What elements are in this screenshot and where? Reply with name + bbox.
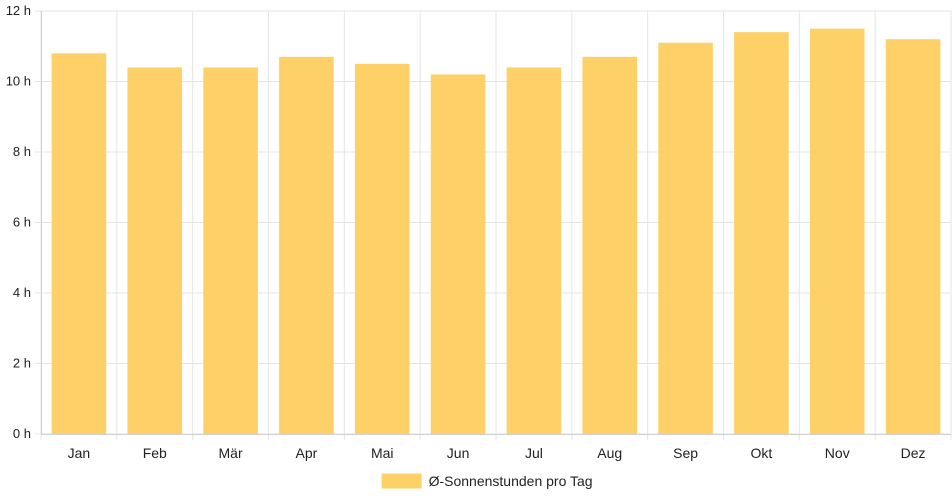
x-category-label: Mai [371,445,394,461]
legend[interactable]: Ø-Sonnenstunden pro Tag [381,473,593,489]
x-category-label: Nov [825,445,850,461]
bars [51,28,941,435]
bar-jan[interactable] [51,53,107,435]
y-tick-label: 12 h [6,3,31,18]
x-category-label: Dez [901,445,926,461]
bar-sep[interactable] [658,42,713,434]
bar-jul[interactable] [506,67,562,435]
y-tick-label: 2 h [13,356,31,371]
y-tick-labels: 0 h 2 h 4 h 6 h 8 h 10 h 12 h [6,3,31,441]
grid-lines [35,10,952,440]
bar-apr[interactable] [279,56,334,434]
bar-feb[interactable] [127,67,183,435]
legend-label[interactable]: Ø-Sonnenstunden pro Tag [429,473,593,489]
bar-mai[interactable] [354,63,410,434]
y-tick-label: 4 h [13,285,31,300]
x-category-label: Aug [597,445,622,461]
x-category-label: Mär [219,445,243,461]
x-category-label: Jun [447,445,470,461]
x-category-label: Jan [68,445,91,461]
axes [41,11,951,435]
bar-aug[interactable] [582,56,638,434]
y-tick-label: 6 h [13,215,31,230]
x-category-labels: Jan Feb Mär Apr Mai Jun Jul Aug Sep Okt Nov Dez [68,445,926,461]
y-tick-label: 10 h [6,74,31,89]
legend-swatch[interactable] [381,473,422,489]
x-category-label: Apr [296,445,318,461]
bar-dez[interactable] [885,39,941,434]
bar-mär[interactable] [203,67,258,435]
bar-jun[interactable] [430,74,486,434]
y-tick-label: 8 h [13,144,31,159]
x-category-label: Feb [143,445,167,461]
bar-okt[interactable] [734,32,789,435]
bar-nov[interactable] [809,28,865,434]
x-category-label: Jul [525,445,543,461]
x-category-label: Sep [673,445,698,461]
x-category-label: Okt [751,445,773,461]
y-tick-label: 0 h [13,426,31,441]
